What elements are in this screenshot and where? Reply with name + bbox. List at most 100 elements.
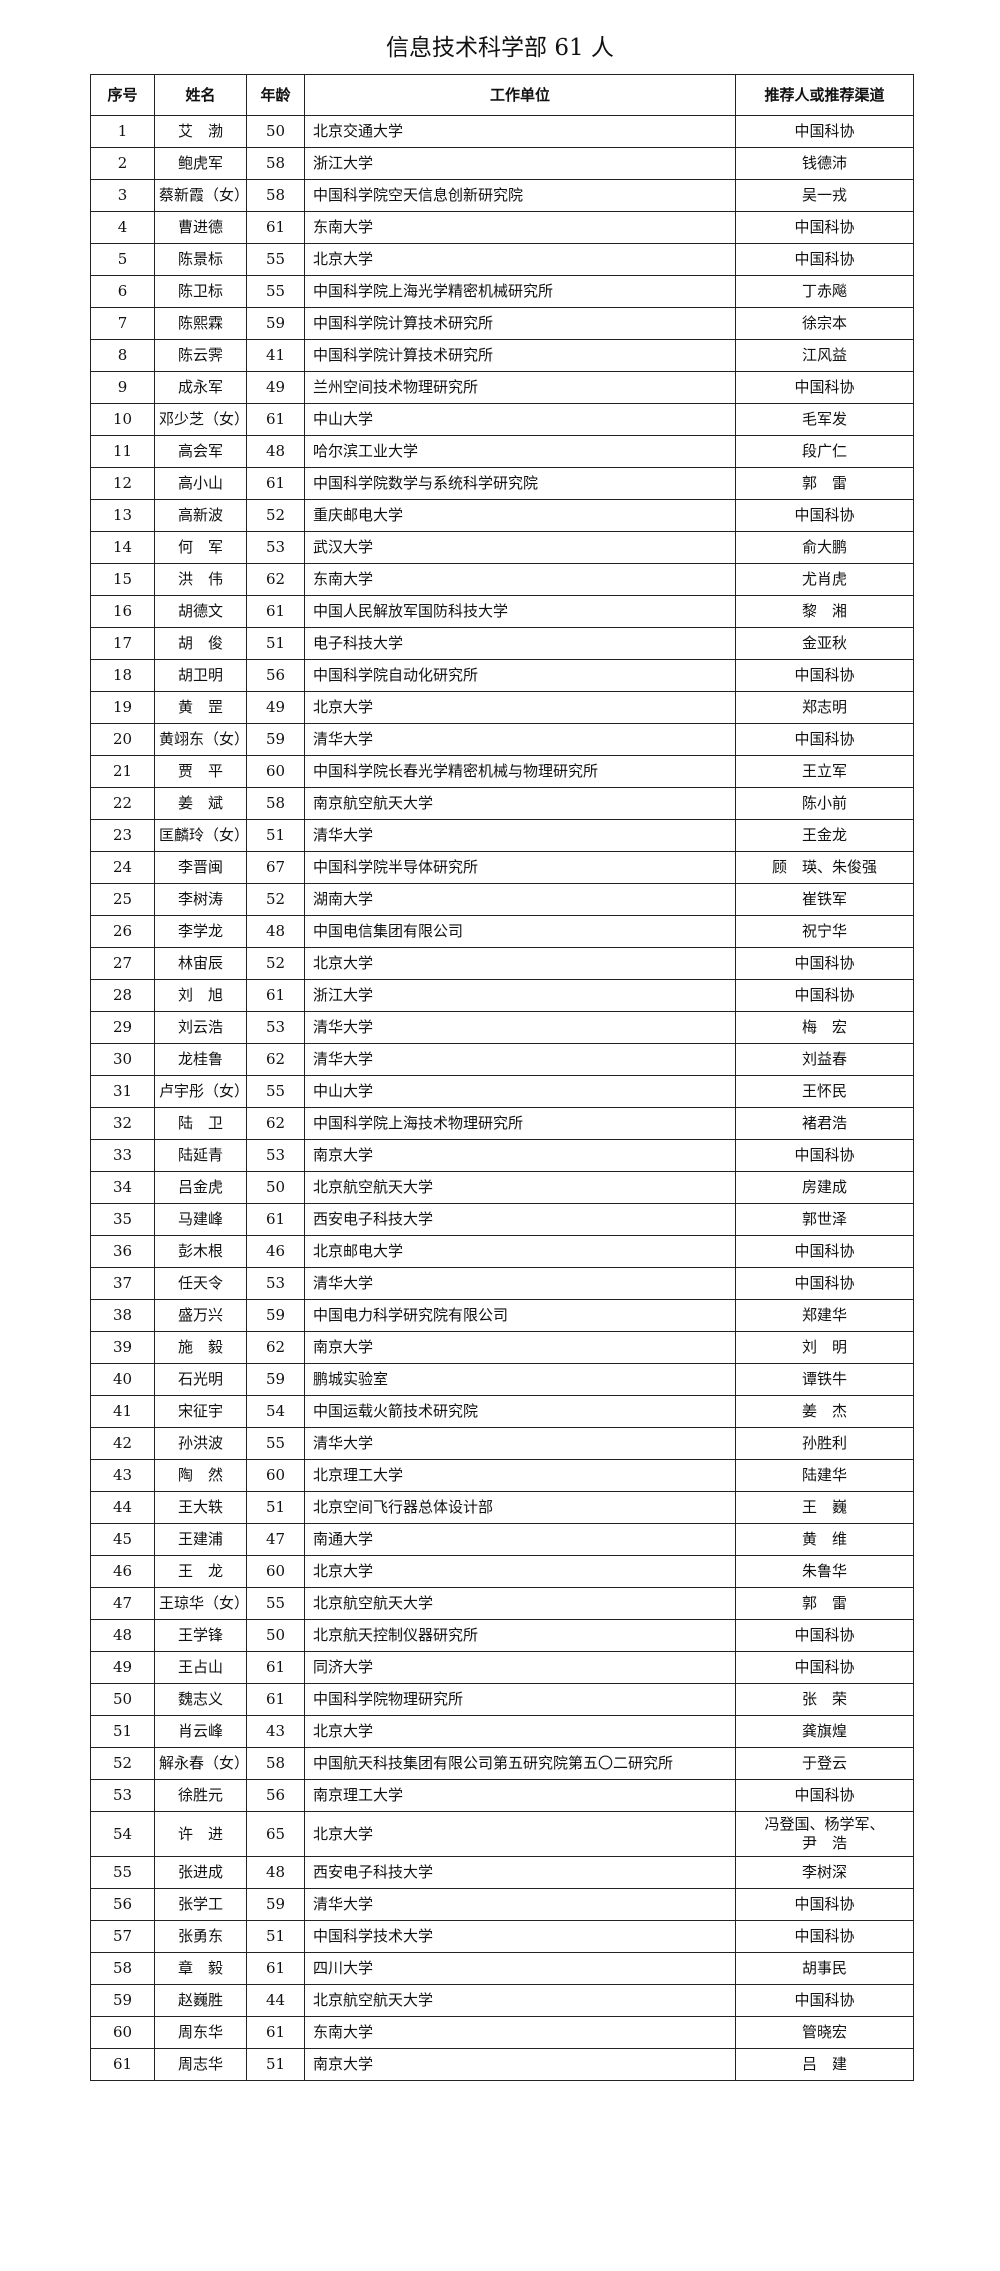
member-name: 李树涛 [154, 883, 247, 916]
recommender: 孙胜利 [735, 1427, 914, 1460]
member-age: 55 [246, 243, 305, 276]
row-number: 17 [90, 627, 155, 660]
work-unit: 清华大学 [304, 1888, 736, 1921]
member-age: 61 [246, 1952, 305, 1985]
table-row: 27 林宙辰 52 北京大学 中国科协 [90, 947, 914, 980]
row-number: 40 [90, 1363, 155, 1396]
member-name: 李学龙 [154, 915, 247, 948]
table-row: 11 高会军 48 哈尔滨工业大学 段广仁 [90, 435, 914, 468]
table-row: 4 曹进德 61 东南大学 中国科协 [90, 211, 914, 244]
work-unit: 中国科学院自动化研究所 [304, 659, 736, 692]
recommender: 朱鲁华 [735, 1555, 914, 1588]
table-row: 58 章 毅 61 四川大学 胡事民 [90, 1952, 914, 1985]
work-unit: 同济大学 [304, 1651, 736, 1684]
row-number: 45 [90, 1523, 155, 1556]
table-row: 30 龙桂鲁 62 清华大学 刘益春 [90, 1043, 914, 1076]
member-age: 59 [246, 1299, 305, 1332]
recommender: 祝宁华 [735, 915, 914, 948]
table-row: 48 王学锋 50 北京航天控制仪器研究所 中国科协 [90, 1619, 914, 1652]
member-age: 58 [246, 787, 305, 820]
member-age: 55 [246, 1587, 305, 1620]
work-unit: 清华大学 [304, 723, 736, 756]
member-name: 周东华 [154, 2016, 247, 2049]
member-age: 61 [246, 467, 305, 500]
member-age: 55 [246, 1075, 305, 1108]
recommender: 中国科协 [735, 115, 914, 148]
member-name: 黄 罡 [154, 691, 247, 724]
header-row: 序号 姓名 年龄 工作单位 推荐人或推荐渠道 [90, 74, 914, 116]
recommender: 黄 维 [735, 1523, 914, 1556]
work-unit: 浙江大学 [304, 979, 736, 1012]
recommender: 郭 雷 [735, 467, 914, 500]
recommender: 冯登国、杨学军、尹 浩 [735, 1811, 914, 1857]
member-name: 王占山 [154, 1651, 247, 1684]
table-row: 29 刘云浩 53 清华大学梅 宏 [90, 1011, 914, 1044]
member-name: 任天令 [154, 1267, 247, 1300]
table-row: 22 姜 斌 58 南京航空航天大学 陈小前 [90, 787, 914, 820]
table-row: 44 王大轶 51 北京空间飞行器总体设计部王 巍 [90, 1491, 914, 1524]
recommender: 龚旗煌 [735, 1715, 914, 1748]
recommender: 吕 建 [735, 2048, 914, 2081]
work-unit: 电子科技大学 [304, 627, 736, 660]
member-age: 61 [246, 595, 305, 628]
row-number: 14 [90, 531, 155, 564]
work-unit: 中国科学院空天信息创新研究院 [304, 179, 736, 212]
row-number: 56 [90, 1888, 155, 1921]
row-number: 47 [90, 1587, 155, 1620]
member-name: 陈熙霖 [154, 307, 247, 340]
member-name: 王 龙 [154, 1555, 247, 1588]
member-name: 成永军 [154, 371, 247, 404]
recommender: 崔铁军 [735, 883, 914, 916]
row-number: 34 [90, 1171, 155, 1204]
row-number: 13 [90, 499, 155, 532]
row-number: 24 [90, 851, 155, 884]
row-number: 21 [90, 755, 155, 788]
recommender: 谭铁牛 [735, 1363, 914, 1396]
member-age: 52 [246, 947, 305, 980]
row-number: 43 [90, 1459, 155, 1492]
row-number: 8 [90, 339, 155, 372]
work-unit: 浙江大学 [304, 147, 736, 180]
member-age: 50 [246, 115, 305, 148]
work-unit: 湖南大学 [304, 883, 736, 916]
member-age: 62 [246, 1043, 305, 1076]
member-name: 陶 然 [154, 1459, 247, 1492]
row-number: 60 [90, 2016, 155, 2049]
recommender: 中国科协 [735, 1267, 914, 1300]
member-age: 58 [246, 179, 305, 212]
row-number: 10 [90, 403, 155, 436]
member-age: 52 [246, 883, 305, 916]
recommender: 中国科协 [735, 1888, 914, 1921]
recommender: 钱德沛 [735, 147, 914, 180]
row-number: 31 [90, 1075, 155, 1108]
member-age: 59 [246, 1888, 305, 1921]
row-number: 4 [90, 211, 155, 244]
member-age: 51 [246, 627, 305, 660]
member-name: 艾 渤 [154, 115, 247, 148]
recommender: 王怀民 [735, 1075, 914, 1108]
member-age: 55 [246, 1427, 305, 1460]
work-unit: 中国航天科技集团有限公司第五研究院第五〇二研究所 [304, 1747, 736, 1780]
work-unit: 中国科学院上海技术物理研究所 [304, 1107, 736, 1140]
work-unit: 北京大学 [304, 1555, 736, 1588]
recommender: 徐宗本 [735, 307, 914, 340]
recommender: 中国科协 [735, 1619, 914, 1652]
member-name: 彭木根 [154, 1235, 247, 1268]
row-number: 50 [90, 1683, 155, 1716]
member-age: 48 [246, 915, 305, 948]
work-unit: 东南大学 [304, 211, 736, 244]
recommender: 中国科协 [735, 1920, 914, 1953]
table-row: 16 胡德文 61 中国人民解放军国防科技大学黎 湘 [90, 595, 914, 628]
member-name: 章 毅 [154, 1952, 247, 1985]
row-number: 32 [90, 1107, 155, 1140]
work-unit: 南京大学 [304, 1331, 736, 1364]
member-name: 洪 伟 [154, 563, 247, 596]
member-age: 60 [246, 1555, 305, 1588]
work-unit: 南通大学 [304, 1523, 736, 1556]
member-name: 蔡新霞（女） [154, 179, 249, 212]
table-row: 51 肖云峰 43 北京大学 龚旗煌 [90, 1715, 914, 1748]
work-unit: 中国电力科学研究院有限公司 [304, 1299, 736, 1332]
table-row: 40 石光明 59 鹏城实验室 谭铁牛 [90, 1363, 914, 1396]
recommender: 吴一戎 [735, 179, 914, 212]
table-row: 41 宋征宇 54 中国运载火箭技术研究院姜 杰 [90, 1395, 914, 1428]
